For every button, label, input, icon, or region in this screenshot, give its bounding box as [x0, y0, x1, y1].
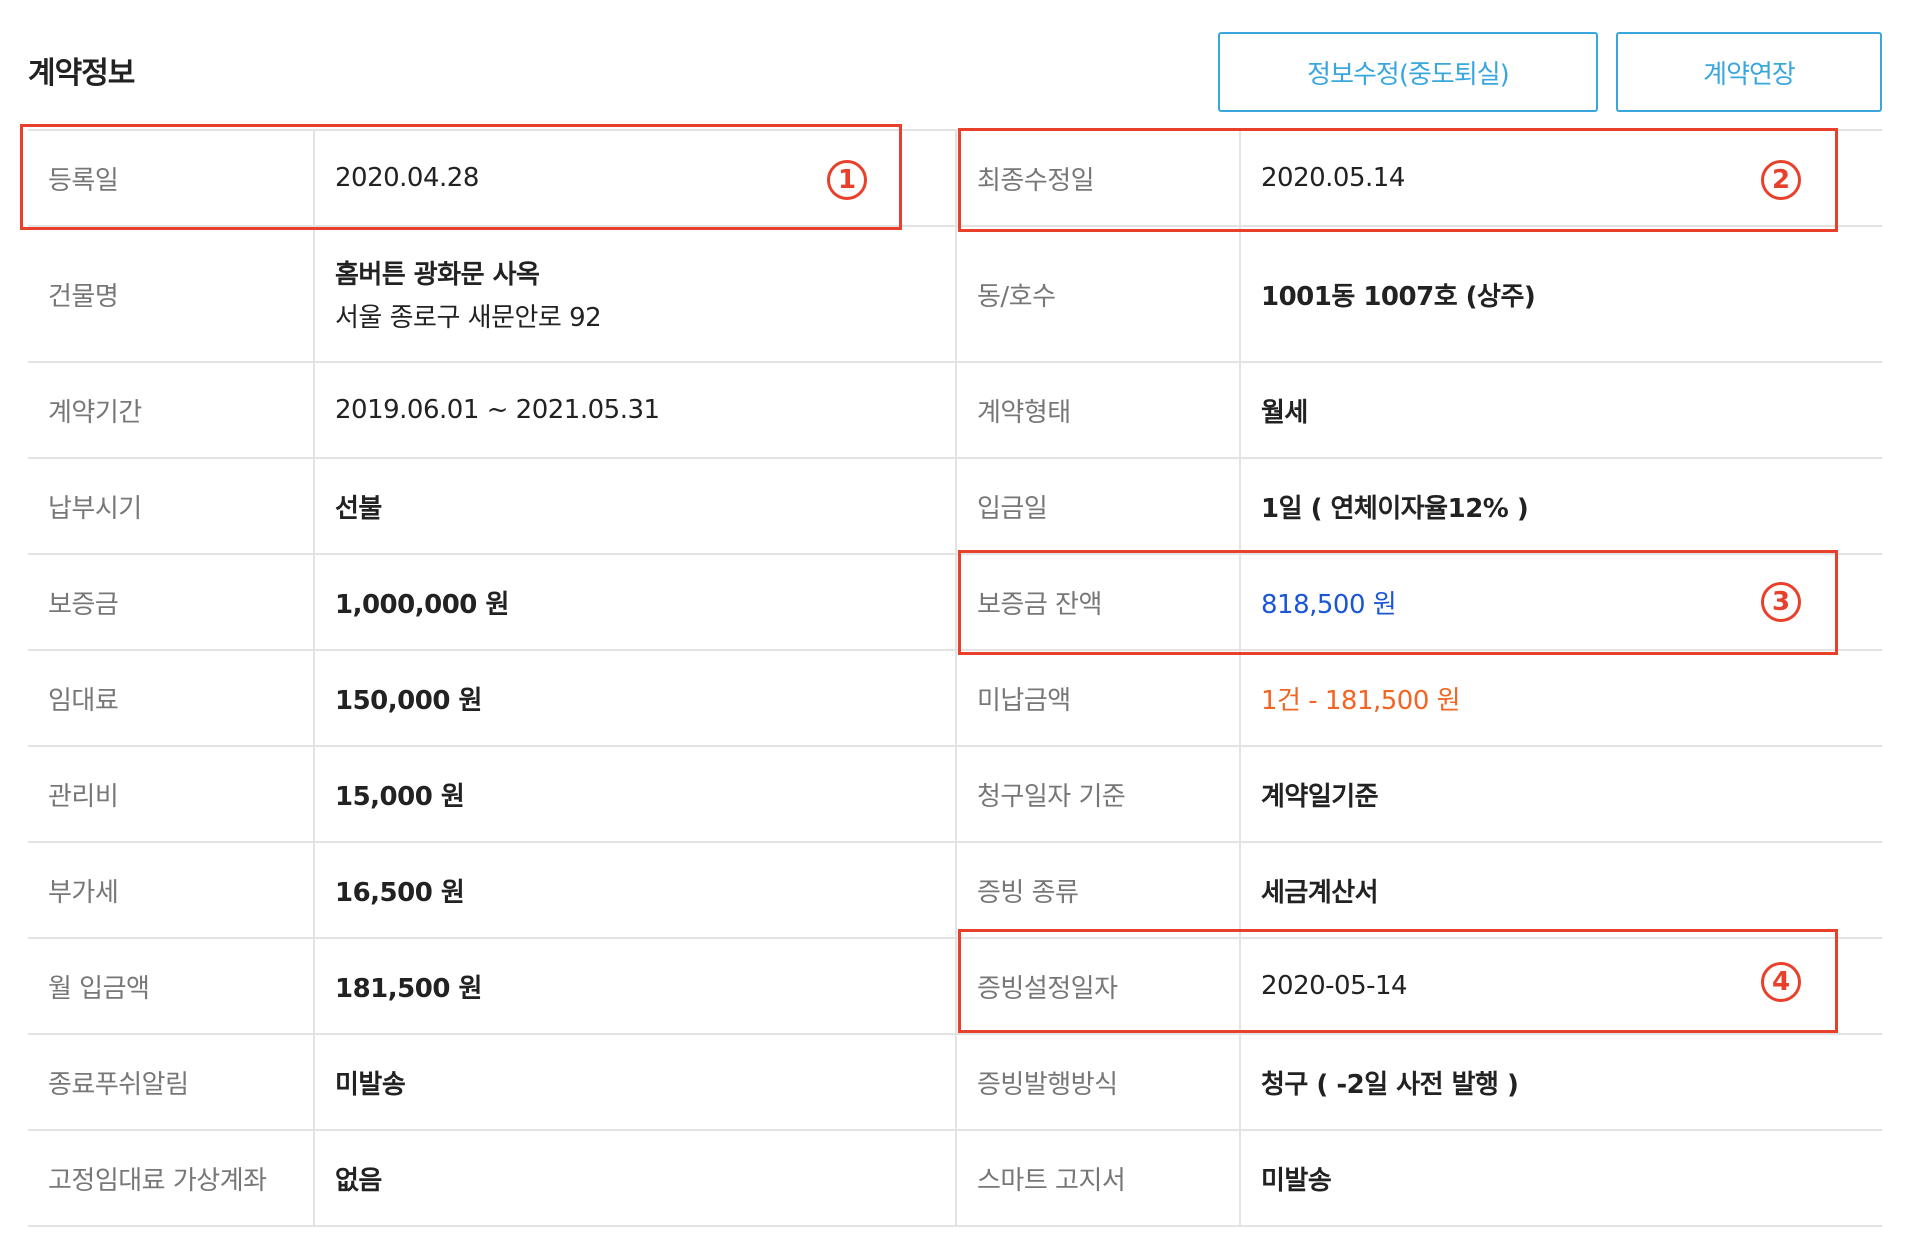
maintenance-fee-label: 관리비: [28, 746, 315, 843]
building-name-label: 건물명: [28, 226, 315, 363]
receipt-method-label: 증빙발행방식: [956, 1034, 1241, 1131]
table-row-push: 종료푸쉬알림 미발송 증빙발행방식 청구 ( -2일 사전 발행 ): [28, 1034, 1882, 1131]
table-row-virtual-account: 고정임대료 가상계좌 없음 스마트 고지서 미발송: [28, 1130, 1882, 1227]
table-row-period: 계약기간 2019.06.01 ~ 2021.05.31 계약형태 월세: [28, 362, 1882, 459]
building-address: 서울 종로구 새문안로 92: [335, 303, 602, 333]
annotation-marker-1: 1: [827, 160, 867, 200]
table-row-registered: 등록일 2020.04.28 최종수정일 2020.05.14: [28, 129, 1882, 227]
unpaid-amount-label: 미납금액: [956, 650, 1241, 747]
annotation-marker-3: 3: [1761, 582, 1801, 622]
virtual-account-label: 고정임대료 가상계좌: [28, 1130, 315, 1227]
vat-value: 16,500 원: [314, 842, 957, 939]
payment-timing-value: 선불: [314, 458, 957, 555]
smart-notice-label: 스마트 고지서: [956, 1130, 1241, 1227]
contract-period-label: 계약기간: [28, 362, 315, 459]
rent-label: 임대료: [28, 650, 315, 747]
end-push-label: 종료푸쉬알림: [28, 1034, 315, 1131]
building-name-value: 홈버튼 광화문 사옥 서울 종로구 새문안로 92: [314, 226, 957, 363]
contract-period-value: 2019.06.01 ~ 2021.05.31: [314, 362, 957, 459]
deposit-label: 보증금: [28, 554, 315, 651]
monthly-amount-value: 181,500 원: [314, 938, 957, 1035]
annotation-marker-4: 4: [1761, 962, 1801, 1002]
last-modified-label: 최종수정일: [956, 129, 1241, 227]
maintenance-fee-value: 15,000 원: [314, 746, 957, 843]
payment-timing-label: 납부시기: [28, 458, 315, 555]
smart-notice-value: 미발송: [1240, 1130, 1882, 1227]
table-row-maintenance: 관리비 15,000 원 청구일자 기준 계약일기준: [28, 746, 1882, 843]
contract-type-value: 월세: [1240, 362, 1882, 459]
page-title: 계약정보: [28, 56, 135, 91]
virtual-account-value: 없음: [314, 1130, 957, 1227]
deposit-day-value: 1일 ( 연체이자율12% ): [1240, 458, 1882, 555]
vat-label: 부가세: [28, 842, 315, 939]
unpaid-amount-value[interactable]: 1건 - 181,500 원: [1240, 650, 1882, 747]
deposit-value: 1,000,000 원: [314, 554, 957, 651]
table-row-monthly: 월 입금액 181,500 원 증빙설정일자 2020-05-14: [28, 938, 1882, 1035]
deposit-balance-label: 보증금 잔액: [956, 554, 1241, 651]
monthly-amount-label: 월 입금액: [28, 938, 315, 1035]
receipt-date-label: 증빙설정일자: [956, 938, 1241, 1035]
table-row-rent: 임대료 150,000 원 미납금액 1건 - 181,500 원: [28, 650, 1882, 747]
deposit-day-label: 입금일: [956, 458, 1241, 555]
end-push-value: 미발송: [314, 1034, 957, 1131]
edit-info-button[interactable]: 정보수정(중도퇴실): [1218, 32, 1598, 112]
contract-type-label: 계약형태: [956, 362, 1241, 459]
receipt-method-value: 청구 ( -2일 사전 발행 ): [1240, 1034, 1882, 1131]
building-name: 홈버튼 광화문 사옥: [335, 260, 540, 290]
contract-info-table: 등록일 2020.04.28 최종수정일 2020.05.14 건물명 홈버튼 …: [28, 129, 1882, 1227]
table-row-building: 건물명 홈버튼 광화문 사옥 서울 종로구 새문안로 92 동/호수 1001동…: [28, 226, 1882, 363]
unit-label: 동/호수: [956, 226, 1241, 363]
table-row-payment-timing: 납부시기 선불 입금일 1일 ( 연체이자율12% ): [28, 458, 1882, 555]
registered-date-label: 등록일: [28, 129, 315, 227]
receipt-type-label: 증빙 종류: [956, 842, 1241, 939]
rent-value: 150,000 원: [314, 650, 957, 747]
billing-basis-label: 청구일자 기준: [956, 746, 1241, 843]
table-row-vat: 부가세 16,500 원 증빙 종류 세금계산서: [28, 842, 1882, 939]
annotation-marker-2: 2: [1761, 160, 1801, 200]
receipt-type-value: 세금계산서: [1240, 842, 1882, 939]
unit-value: 1001동 1007호 (상주): [1240, 226, 1882, 363]
extend-contract-button[interactable]: 계약연장: [1616, 32, 1882, 112]
billing-basis-value: 계약일기준: [1240, 746, 1882, 843]
table-row-deposit: 보증금 1,000,000 원 보증금 잔액 818,500 원: [28, 554, 1882, 651]
